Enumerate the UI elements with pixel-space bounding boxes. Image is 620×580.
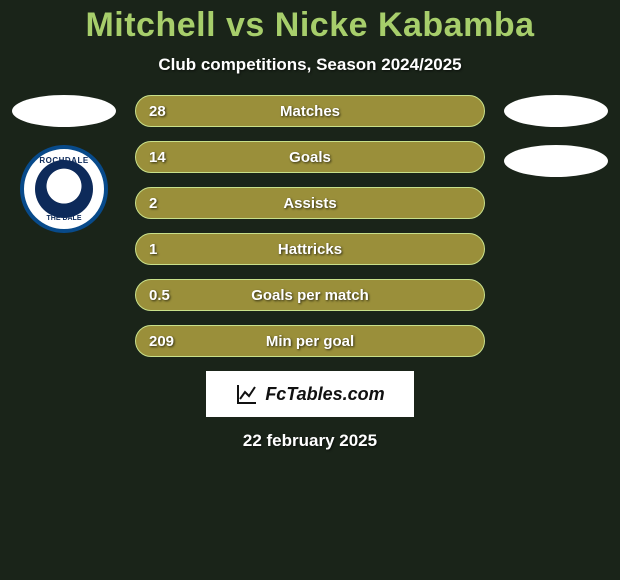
title-player2: Nicke Kabamba bbox=[275, 6, 535, 44]
stat-bar-fill-left bbox=[135, 279, 485, 311]
player2-avatar-placeholder bbox=[504, 95, 608, 127]
stat-row: Matches28 bbox=[135, 95, 485, 127]
date-text: 22 february 2025 bbox=[243, 431, 377, 451]
stat-row: Min per goal209 bbox=[135, 325, 485, 357]
stat-row: Goals per match0.5 bbox=[135, 279, 485, 311]
right-player-column bbox=[496, 95, 616, 177]
left-player-column: ROCHDALE A.F.C THE DALE bbox=[4, 95, 124, 233]
stat-row: Goals14 bbox=[135, 141, 485, 173]
badge-inner-circle bbox=[35, 160, 93, 218]
comparison-card: Mitchell vs Nicke Kabamba Club competiti… bbox=[0, 0, 620, 580]
player2-club-placeholder bbox=[504, 145, 608, 177]
stat-row: Hattricks1 bbox=[135, 233, 485, 265]
source-logo: FcTables.com bbox=[206, 371, 414, 417]
stats-bars: Matches28 Goals14 Assists2 Hattricks1 Goals … bbox=[135, 95, 485, 357]
stat-bar-fill-left bbox=[135, 95, 485, 127]
stat-row: Assists2 bbox=[135, 187, 485, 219]
stat-bar-fill-left bbox=[135, 325, 485, 357]
stat-bar-fill-left bbox=[135, 187, 485, 219]
title-vs: vs bbox=[226, 6, 265, 44]
player1-club-badge: ROCHDALE A.F.C THE DALE bbox=[20, 145, 108, 233]
source-logo-text: FcTables.com bbox=[265, 384, 384, 405]
content-area: ROCHDALE A.F.C THE DALE Matches28 Goals14… bbox=[0, 95, 620, 357]
comparison-title: Mitchell vs Nicke Kabamba bbox=[85, 6, 534, 45]
stat-bar-fill-left bbox=[135, 233, 485, 265]
chart-icon bbox=[235, 382, 259, 406]
stat-bar-fill-left bbox=[135, 141, 485, 173]
title-player1: Mitchell bbox=[85, 6, 216, 44]
subtitle: Club competitions, Season 2024/2025 bbox=[158, 55, 461, 75]
player1-avatar-placeholder bbox=[12, 95, 116, 127]
